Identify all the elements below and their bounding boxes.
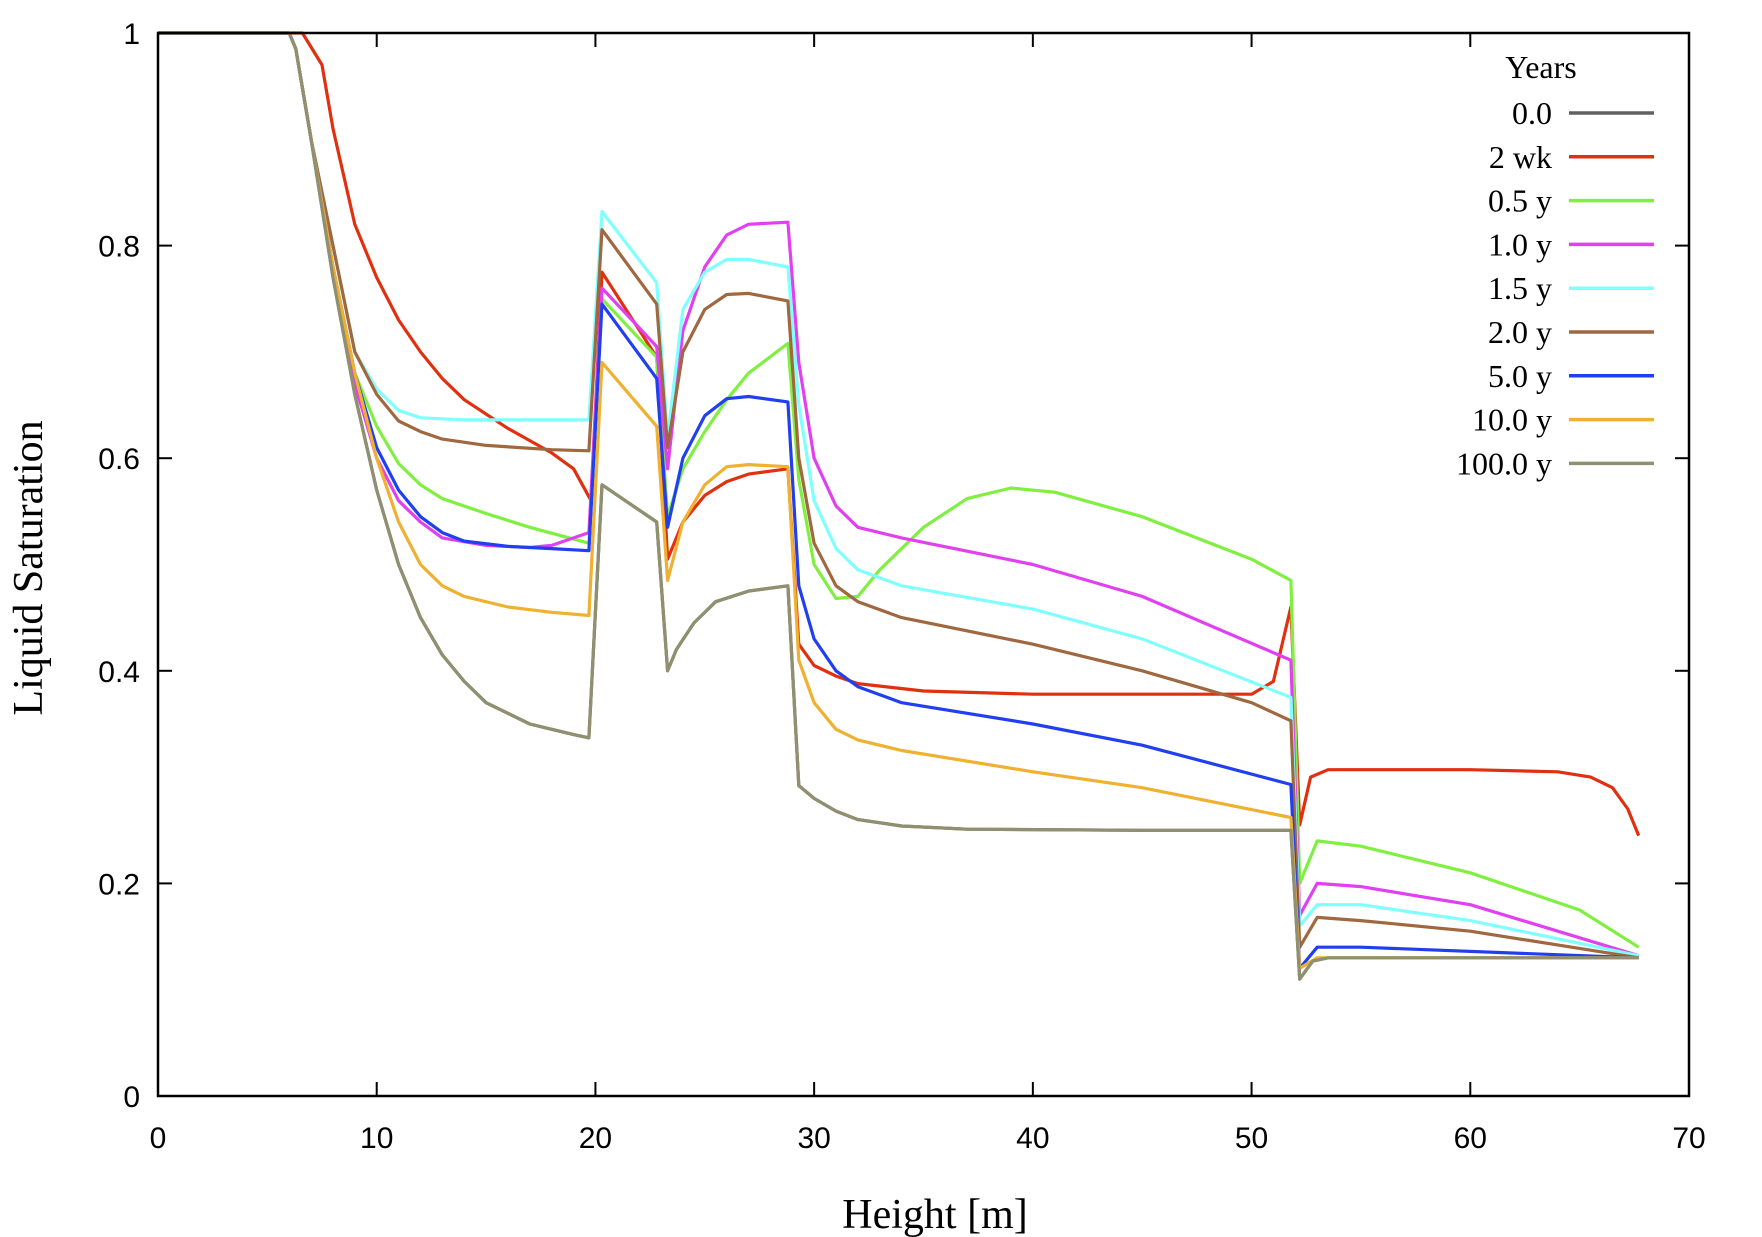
legend-label: 0.0 — [1512, 95, 1552, 131]
ticks-layer: 0 10 20 30 40 50 60 70 0 0.2 0.4 0.6 0.8 1 — [98, 18, 1705, 1155]
legend-item: 1.5 y — [1488, 270, 1654, 306]
legend-item: 1.0 y — [1488, 226, 1654, 262]
x-tick-label: 70 — [1672, 1122, 1705, 1155]
series-line-8 — [158, 31, 1639, 981]
legend-item: 10.0 y — [1472, 402, 1654, 438]
series-line-3 — [158, 31, 1640, 958]
y-tick-label: 0.8 — [98, 231, 140, 264]
series-line-4 — [158, 31, 1640, 958]
legend-label: 1.5 y — [1488, 270, 1552, 306]
legend-label: 2 wk — [1489, 139, 1552, 175]
y-tick-label: 1 — [123, 18, 140, 51]
legend-label: 10.0 y — [1472, 402, 1552, 438]
x-tick-label: 0 — [150, 1122, 167, 1155]
x-tick-label: 40 — [1016, 1122, 1049, 1155]
x-tick-label: 30 — [797, 1122, 830, 1155]
x-tick-label: 60 — [1454, 1122, 1487, 1155]
y-tick-label: 0 — [123, 1081, 140, 1114]
y-tick-label: 0.6 — [98, 443, 140, 476]
legend-label: 0.5 y — [1488, 183, 1552, 219]
x-tick-label: 20 — [579, 1122, 612, 1155]
x-axis-label: Height [m] — [842, 1192, 1027, 1237]
series-line-5 — [158, 31, 1639, 960]
legend-item: 100.0 y — [1456, 445, 1654, 481]
series-line-1 — [158, 31, 1641, 837]
x-tick-label: 50 — [1235, 1122, 1268, 1155]
legend-label: 5.0 y — [1488, 358, 1552, 394]
legend-label: 2.0 y — [1488, 314, 1552, 350]
plot-frame — [156, 31, 1691, 1098]
legend: Years 0.0 2 wk 0.5 y 1.0 y 1.5 y 2.0 y 5.0 y 10… — [1456, 49, 1654, 481]
x-tick-label: 10 — [360, 1122, 393, 1155]
y-axis-label: Liquid Saturation — [6, 420, 52, 715]
legend-label: 1.0 y — [1488, 226, 1552, 262]
series-line-7 — [158, 31, 1639, 971]
legend-label: 100.0 y — [1456, 445, 1552, 481]
legend-item: 0.5 y — [1488, 183, 1654, 219]
y-tick-label: 0.2 — [98, 868, 140, 901]
y-tick-label: 0.4 — [98, 656, 140, 689]
legend-item: 0.0 — [1512, 95, 1654, 131]
series-layer — [158, 31, 1641, 981]
series-line-2 — [158, 31, 1640, 949]
legend-item: 5.0 y — [1488, 358, 1654, 394]
legend-title: Years — [1505, 49, 1576, 85]
legend-item: 2.0 y — [1488, 314, 1654, 350]
legend-item: 2 wk — [1489, 139, 1654, 175]
